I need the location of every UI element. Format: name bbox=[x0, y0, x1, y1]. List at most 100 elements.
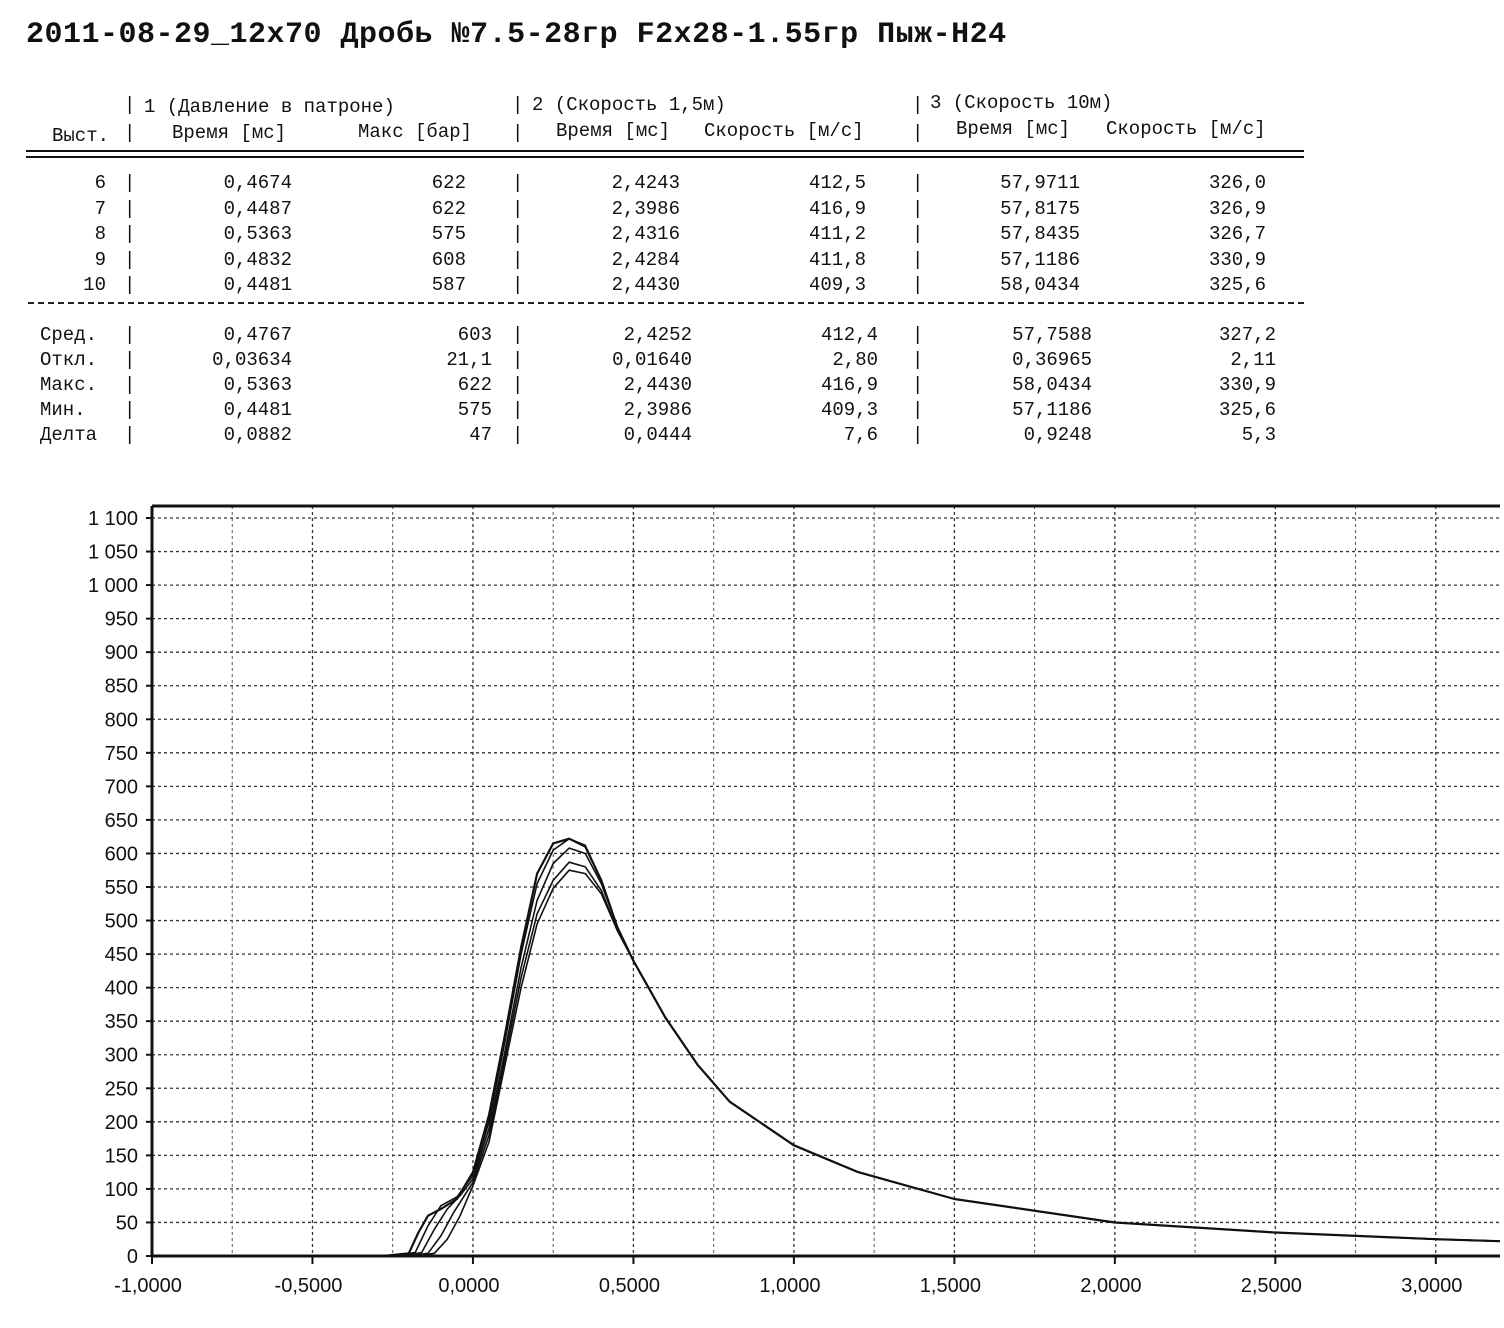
table-cell: 416,9 bbox=[820, 374, 878, 396]
stat-label: Делта bbox=[40, 424, 98, 446]
x-tick-label: -0,5000 bbox=[275, 1275, 343, 1297]
column-separator: | bbox=[912, 172, 924, 194]
column-separator: | bbox=[912, 122, 924, 144]
table-cell: 57,1186 bbox=[1012, 399, 1092, 421]
y-tick-label: 400 bbox=[105, 978, 138, 1000]
x-tick-label: 2,5000 bbox=[1241, 1275, 1302, 1297]
column-separator: | bbox=[124, 248, 136, 271]
col-header-speed: Скорость [м/с] bbox=[704, 120, 864, 142]
table-cell: 622 bbox=[431, 172, 466, 194]
column-separator: | bbox=[512, 424, 524, 446]
table-cell: 2,80 bbox=[832, 349, 878, 371]
y-tick-label: 900 bbox=[105, 642, 138, 664]
col-header-time: Время [мс] bbox=[556, 120, 671, 142]
col-header-time: Время [мс] bbox=[172, 122, 287, 144]
results-table: 1 (Давление в патроне) 2 (Скорость 1,5м) 3… bbox=[0, 0, 1504, 470]
y-tick-label: 300 bbox=[105, 1045, 138, 1067]
column-separator: | bbox=[124, 122, 136, 144]
table-cell: 47 bbox=[469, 424, 492, 446]
col-header-speed: Скорость [м/с] bbox=[1106, 118, 1266, 140]
table-cell: 2,4430 bbox=[623, 374, 692, 396]
stat-label: Макс. bbox=[40, 374, 98, 396]
stat-label: Откл. bbox=[40, 349, 98, 371]
y-tick-label: 800 bbox=[105, 709, 138, 731]
table-cell: 325,6 bbox=[1218, 399, 1276, 421]
column-separator: | bbox=[912, 223, 924, 245]
y-tick-label: 0 bbox=[127, 1246, 138, 1268]
column-separator: | bbox=[124, 424, 136, 446]
series-line bbox=[152, 869, 1501, 1257]
y-tick-label: 150 bbox=[105, 1145, 138, 1167]
x-tick-label: -1,0000 bbox=[114, 1275, 182, 1297]
stat-label: Мин. bbox=[40, 399, 86, 421]
column-separator: | bbox=[124, 172, 136, 194]
table-cell: 0,9248 bbox=[1023, 424, 1092, 446]
column-separator: | bbox=[512, 122, 524, 144]
y-tick-label: 550 bbox=[105, 877, 138, 899]
table-cell: 330,9 bbox=[1218, 374, 1276, 396]
pressure-chart: 0 50 100 150 200 250 300 350 400 450 500 550 600 650 7… bbox=[88, 504, 1501, 1297]
column-separator: | bbox=[912, 94, 924, 116]
y-tick-label: 1 050 bbox=[88, 542, 138, 564]
table-cell: 2,4284 bbox=[611, 248, 680, 271]
table-cell: 58,0434 bbox=[1000, 274, 1080, 296]
table-cell: 0,5363 bbox=[223, 223, 292, 245]
stat-label: Сред. bbox=[40, 324, 98, 346]
table-cell: 409,3 bbox=[808, 274, 866, 296]
header-rule bbox=[26, 150, 1304, 158]
column-separator: | bbox=[512, 374, 524, 396]
column-separator: | bbox=[912, 399, 924, 421]
table-cell: 0,4487 bbox=[223, 197, 292, 220]
table-cell: 58,0434 bbox=[1012, 374, 1092, 396]
table-cell: 412,4 bbox=[820, 324, 878, 346]
shot-number: 8 bbox=[94, 223, 106, 245]
table-cell: 416,9 bbox=[808, 197, 866, 220]
y-tick-label: 1 000 bbox=[88, 575, 138, 597]
table-cell: 2,4243 bbox=[611, 172, 680, 194]
series-line bbox=[152, 837, 1501, 1258]
table-cell: 0,0444 bbox=[623, 424, 692, 446]
y-tick-label: 850 bbox=[105, 676, 138, 698]
table-cell: 0,03634 bbox=[212, 349, 292, 371]
column-separator: | bbox=[124, 324, 136, 346]
x-tick-label: 0,0000 bbox=[438, 1275, 499, 1297]
table-cell: 409,3 bbox=[820, 399, 878, 421]
series-line bbox=[152, 861, 1501, 1257]
column-separator: | bbox=[512, 349, 524, 371]
shot-number: 6 bbox=[94, 172, 106, 194]
table-cell: 622 bbox=[431, 197, 466, 220]
table-cell: 412,5 bbox=[808, 172, 866, 194]
y-tick-label: 450 bbox=[105, 944, 138, 966]
series-line bbox=[152, 837, 1501, 1257]
column-separator: | bbox=[912, 248, 924, 271]
x-tick-label: 2,0000 bbox=[1080, 1275, 1141, 1297]
table-cell: 2,11 bbox=[1230, 349, 1276, 371]
table-cell: 326,9 bbox=[1208, 197, 1266, 220]
group-header-pressure: 1 (Давление в патроне) bbox=[144, 96, 395, 118]
column-separator: | bbox=[124, 223, 136, 245]
page-title: 2011-08-29_12x70 Дробь №7.5-28гр F2x28-1… bbox=[26, 18, 1007, 52]
column-separator: | bbox=[512, 248, 524, 271]
column-separator: | bbox=[124, 349, 136, 371]
column-separator: | bbox=[512, 172, 524, 194]
y-tick-label: 1 100 bbox=[88, 508, 138, 530]
table-cell: 2,4430 bbox=[611, 274, 680, 296]
column-separator: | bbox=[512, 324, 524, 346]
column-separator: | bbox=[124, 399, 136, 421]
x-tick-label: 0,5000 bbox=[599, 1275, 660, 1297]
table-cell: 0,36965 bbox=[1012, 349, 1092, 371]
table-cell: 57,8435 bbox=[1000, 223, 1080, 245]
table-cell: 2,3986 bbox=[611, 197, 680, 220]
table-cell: 7,6 bbox=[843, 424, 878, 446]
col-header-time: Время [мс] bbox=[956, 118, 1071, 140]
series-line bbox=[152, 847, 1501, 1257]
shot-number: 9 bbox=[94, 248, 106, 271]
y-tick-label: 950 bbox=[105, 609, 138, 631]
table-cell: 326,0 bbox=[1208, 172, 1266, 194]
table-cell: 575 bbox=[431, 223, 466, 245]
table-cell: 2,4316 bbox=[611, 223, 680, 245]
column-separator: | bbox=[124, 197, 136, 220]
column-separator: | bbox=[124, 274, 136, 296]
x-tick-label: 1,5000 bbox=[920, 1275, 981, 1297]
column-separator: | bbox=[912, 374, 924, 396]
